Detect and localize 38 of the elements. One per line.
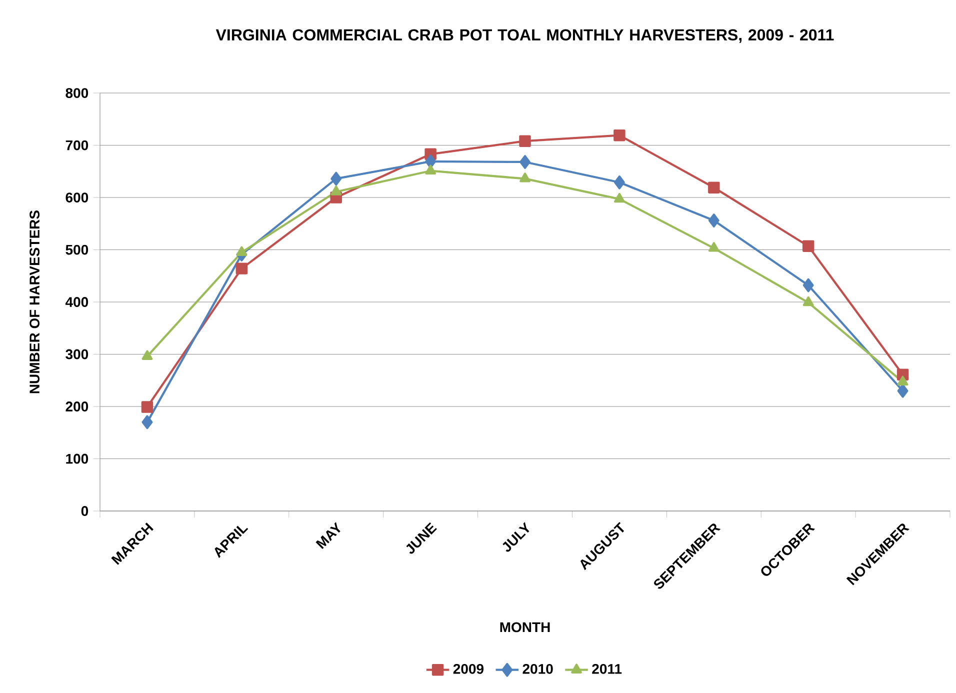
chart-title: VIRGINIA COMMERCIAL CRAB POT TOAL MONTHLY HARVESTERS, 2009 - 2011 — [216, 29, 834, 43]
point — [425, 164, 436, 174]
point — [520, 155, 530, 169]
point — [897, 376, 908, 386]
y-tick-label: 400 — [65, 297, 88, 307]
point — [614, 192, 625, 203]
legend-label: 2011 — [592, 664, 622, 674]
point — [519, 135, 531, 147]
point — [142, 415, 153, 430]
y-tick-label: 0 — [81, 506, 88, 516]
y-axis-title: NUMBER OF HARVESTERS — [30, 210, 40, 394]
y-tick-label: 100 — [66, 454, 88, 464]
legend-label: 2010 — [522, 664, 553, 674]
point — [520, 172, 530, 182]
y-tick-label: 300 — [66, 349, 88, 360]
point — [330, 186, 342, 196]
point — [236, 262, 248, 274]
point — [802, 296, 814, 306]
point — [708, 214, 720, 228]
y-tick-label: 700 — [66, 140, 88, 150]
point — [236, 246, 248, 256]
legend-label: 2009 — [453, 664, 484, 674]
x-axis-title: MONTH — [500, 622, 550, 632]
point — [614, 175, 625, 190]
point — [802, 240, 814, 252]
point — [425, 154, 436, 168]
y-tick-label: 800 — [66, 88, 88, 98]
point — [708, 182, 720, 194]
point — [330, 172, 342, 186]
y-tick-label: 600 — [66, 192, 88, 202]
point — [897, 384, 908, 398]
point — [141, 401, 154, 413]
point — [614, 129, 626, 142]
point — [708, 242, 720, 252]
point — [142, 350, 153, 360]
y-tick-label: 500 — [66, 244, 88, 255]
point — [802, 278, 814, 292]
y-tick-label: 200 — [66, 402, 88, 412]
